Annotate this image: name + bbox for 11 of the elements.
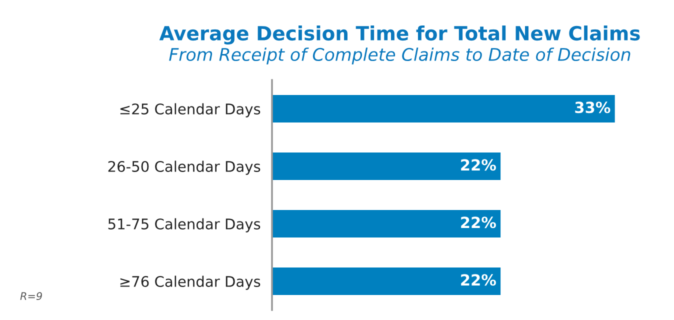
y-tick-label: 26-50 Calendar Days <box>108 160 260 175</box>
y-tick-label: ≤25 Calendar Days <box>120 103 260 118</box>
data-label: 33% <box>575 102 610 114</box>
y-tick-label: 51-75 Calendar Days <box>108 218 260 232</box>
data-label: 22% <box>461 274 496 286</box>
chart-title: Average Decision Time for Total New Claims <box>159 26 640 44</box>
data-label: 22% <box>461 159 496 171</box>
text: R=9 <box>20 292 42 300</box>
chart-subtitle: From Receipt of Complete Claims to Date of Decision <box>169 48 630 64</box>
y-tick-label: ≥76 Calendar Days <box>120 276 260 290</box>
data-label: 22% <box>461 216 496 228</box>
